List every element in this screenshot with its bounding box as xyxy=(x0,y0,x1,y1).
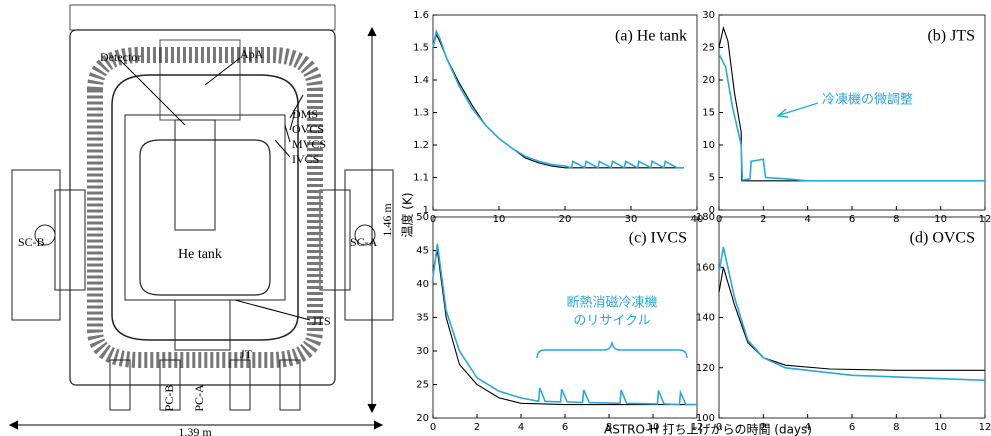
diagram-label: ApA xyxy=(240,47,264,61)
x-tick-label: 6 xyxy=(562,422,568,433)
y-tick-label: 180 xyxy=(696,212,715,223)
data-line xyxy=(432,250,697,406)
diagram-label: PC-A xyxy=(192,384,206,412)
y-tick-label: 160 xyxy=(696,262,715,273)
chart-title: (c) IVCS xyxy=(629,230,687,247)
y-tick-label: 50 xyxy=(416,212,429,223)
y-tick-label: 100 xyxy=(696,413,715,424)
diagram-label: IVCS xyxy=(292,152,319,166)
diagram-label: JT xyxy=(240,347,253,361)
diagram-label: MVCS xyxy=(292,137,326,151)
data-line xyxy=(718,247,986,382)
diagram-label: Detector xyxy=(100,50,141,64)
y-tick-label: 5 xyxy=(709,173,715,184)
y-tick-label: 20 xyxy=(702,75,715,86)
y-axis-label: 温度 (K) xyxy=(400,192,415,237)
x-tick-label: 30 xyxy=(625,214,638,225)
x-tick-label: 4 xyxy=(518,422,524,433)
x-tick-label: 10 xyxy=(493,214,506,225)
x-tick-label: 6 xyxy=(849,214,855,225)
chart-title: (a) He tank xyxy=(615,28,687,45)
dimension-label: 1.39 m xyxy=(178,425,212,436)
y-tick-label: 1.5 xyxy=(413,43,429,54)
chart-title: (d) OVCS xyxy=(910,230,975,247)
diagram-label: SC-A xyxy=(350,235,378,249)
y-tick-label: 1.4 xyxy=(413,75,429,86)
diagram-label: DMS xyxy=(292,107,318,121)
y-tick-label: 140 xyxy=(696,313,715,324)
x-tick-label: 8 xyxy=(893,422,899,433)
data-line xyxy=(432,243,697,406)
x-tick-label: 0 xyxy=(430,422,436,433)
data-line xyxy=(432,32,684,169)
annotation: のリサイクル xyxy=(573,314,650,329)
diagram-label: JTS xyxy=(312,314,331,328)
x-tick-label: 12 xyxy=(691,422,704,433)
y-tick-label: 1.3 xyxy=(413,108,429,119)
y-tick-label: 45 xyxy=(416,246,429,257)
x-tick-label: 20 xyxy=(559,214,572,225)
x-tick-label: 8 xyxy=(606,422,612,433)
y-tick-label: 35 xyxy=(416,313,429,324)
x-tick-label: 2 xyxy=(760,422,766,433)
x-tick-label: 8 xyxy=(893,214,899,225)
y-tick-label: 120 xyxy=(696,363,715,374)
annotation-brace xyxy=(536,341,688,359)
x-axis-label: ASTRO-H 打ち上げからの時間 (days) xyxy=(604,423,812,436)
y-tick-label: 1 xyxy=(423,205,429,216)
x-tick-label: 6 xyxy=(849,422,855,433)
y-tick-label: 1.6 xyxy=(413,10,429,21)
plot-frame xyxy=(718,216,986,419)
y-tick-label: 15 xyxy=(702,108,715,119)
x-tick-label: 10 xyxy=(934,214,947,225)
annotation-arrow xyxy=(776,102,819,118)
diagram-label: SC-B xyxy=(18,235,45,249)
y-tick-label: 1.1 xyxy=(413,173,429,184)
x-tick-label: 10 xyxy=(647,422,660,433)
plot-frame xyxy=(432,216,698,419)
diagram-labels: Detector ApA DMS OVCS MVCS IVCS SC-B SC-… xyxy=(18,47,394,436)
data-line xyxy=(432,28,684,170)
data-line xyxy=(718,267,985,371)
y-tick-label: 30 xyxy=(416,346,429,357)
y-tick-label: 30 xyxy=(702,10,715,21)
x-tick-label: 4 xyxy=(804,422,810,433)
dimension-label: 1.46 m xyxy=(380,203,394,237)
x-tick-label: 2 xyxy=(760,214,766,225)
y-tick-label: 0 xyxy=(709,205,715,216)
x-tick-label: 4 xyxy=(804,214,810,225)
diagram-label: OVCS xyxy=(292,122,324,136)
y-tick-label: 25 xyxy=(702,43,715,54)
diagram-label: PC-B xyxy=(162,385,176,412)
x-tick-label: 10 xyxy=(934,422,947,433)
y-tick-label: 40 xyxy=(416,279,429,290)
diagram-label: He tank xyxy=(178,247,222,262)
data-line xyxy=(718,53,985,182)
chart-title: (b) JTS xyxy=(927,28,975,45)
cryostat-diagram xyxy=(8,4,394,430)
annotation: 冷凍機の微調整 xyxy=(822,92,913,108)
y-tick-label: 10 xyxy=(702,140,715,151)
y-tick-label: 25 xyxy=(416,380,429,391)
x-tick-label: 0 xyxy=(716,422,722,433)
x-tick-label: 12 xyxy=(979,422,991,433)
annotation: 断熱消磁冷凍機 xyxy=(566,295,657,311)
x-tick-label: 2 xyxy=(474,422,480,433)
y-tick-label: 20 xyxy=(416,413,429,424)
y-tick-label: 1.2 xyxy=(413,140,429,151)
